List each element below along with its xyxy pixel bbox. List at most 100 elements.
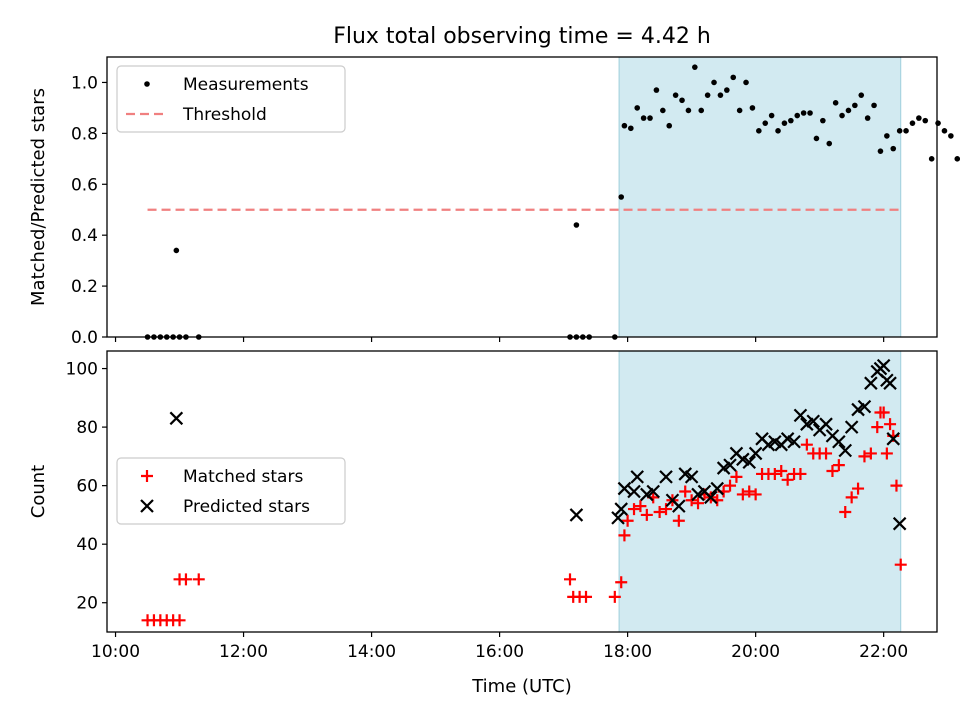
y-tick-label: 1.0 (71, 73, 98, 93)
legend: Matched stars Predicted stars (116, 457, 346, 525)
y-tick-label: 20 (76, 594, 98, 614)
data-point (672, 514, 685, 527)
y-tick-label: 0.6 (71, 175, 98, 195)
data-point (666, 122, 673, 129)
data-point (653, 505, 666, 518)
data-point (685, 107, 692, 114)
data-point (858, 92, 865, 98)
data-point (864, 376, 878, 390)
data-point (617, 481, 632, 496)
data-point (653, 87, 660, 93)
data-point (628, 503, 641, 516)
plot-area: 0.0 0.2 0.4 0.6 0.8 1.0 Matched/Predicted star… (28, 56, 960, 662)
series-measurements (144, 64, 960, 340)
series-predicted-stars (169, 358, 907, 531)
data-point (922, 117, 929, 124)
legend-label: Matched stars (183, 467, 303, 487)
data-point (724, 479, 737, 492)
legend-label: Measurements (183, 75, 309, 95)
data-point (909, 120, 916, 126)
data-point (935, 120, 941, 126)
data-point (892, 516, 907, 531)
data-point (864, 115, 871, 121)
data-point (569, 508, 584, 522)
data-point (736, 488, 749, 501)
y-tick-label: 60 (76, 477, 98, 497)
data-point (793, 408, 808, 423)
observing-span-shade (619, 57, 901, 337)
data-point (679, 97, 685, 104)
data-point (858, 450, 871, 463)
y-tick-label: 0.4 (71, 226, 98, 246)
data-point (775, 128, 781, 134)
data-point (692, 64, 698, 70)
data-point (684, 470, 699, 484)
data-point (832, 434, 846, 449)
data-point (884, 133, 890, 139)
data-point (839, 112, 845, 119)
data-point (839, 505, 852, 518)
data-point (768, 467, 781, 480)
data-point (698, 107, 705, 114)
data-point (886, 432, 901, 446)
data-point (768, 112, 775, 119)
data-point (679, 485, 692, 498)
observing-span-shade (619, 351, 901, 632)
data-point (781, 473, 794, 486)
data-point (736, 107, 743, 114)
data-point (627, 484, 641, 499)
data-point (173, 247, 180, 254)
data-point (800, 438, 813, 451)
legend-marker (141, 470, 153, 482)
panel-2: 20 40 60 80 100 Count 10:00 12:00 14:00 16:00 18:0… (28, 350, 938, 662)
data-point (896, 128, 903, 134)
data-point (614, 502, 628, 516)
data-point (646, 484, 660, 499)
data-point (710, 481, 725, 496)
data-point (820, 117, 826, 124)
x-tick-label: 20:00 (731, 642, 780, 662)
data-point (672, 499, 686, 513)
data-point (838, 443, 853, 458)
data-point (634, 105, 641, 111)
x-tick-label: 14:00 (347, 642, 396, 662)
data-point (756, 128, 762, 134)
data-point (954, 156, 960, 162)
data-point (723, 458, 737, 472)
legend: Measurements Threshold (116, 65, 346, 133)
data-point (730, 74, 737, 81)
data-point (800, 110, 807, 116)
data-point (941, 128, 948, 134)
x-tick-label: 12:00 (219, 642, 268, 662)
data-point (794, 112, 801, 119)
data-point (173, 614, 186, 627)
data-point (928, 156, 935, 162)
data-point (871, 421, 884, 434)
data-point (573, 222, 580, 228)
data-point (916, 115, 922, 121)
data-point (618, 529, 631, 542)
data-point (711, 79, 717, 86)
data-point (647, 115, 653, 121)
chart-title: Flux total observing time = 4.42 h (333, 24, 711, 49)
data-point (704, 490, 718, 505)
data-point (704, 92, 711, 98)
data-point (749, 105, 756, 111)
legend-label: Predicted stars (183, 497, 310, 517)
x-tick-label: 18:00 (603, 642, 652, 662)
data-point (169, 411, 184, 426)
y-tick-label: 40 (76, 535, 98, 555)
axes-frame (106, 350, 938, 633)
data-point (813, 135, 820, 142)
data-point (621, 514, 634, 527)
data-point (826, 465, 839, 478)
data-point (611, 511, 625, 525)
data-point (717, 92, 724, 98)
data-point (819, 417, 833, 431)
data-point (884, 418, 897, 431)
data-point (845, 107, 852, 114)
data-point (640, 508, 653, 521)
data-point (749, 488, 762, 501)
legend-marker (144, 81, 150, 87)
